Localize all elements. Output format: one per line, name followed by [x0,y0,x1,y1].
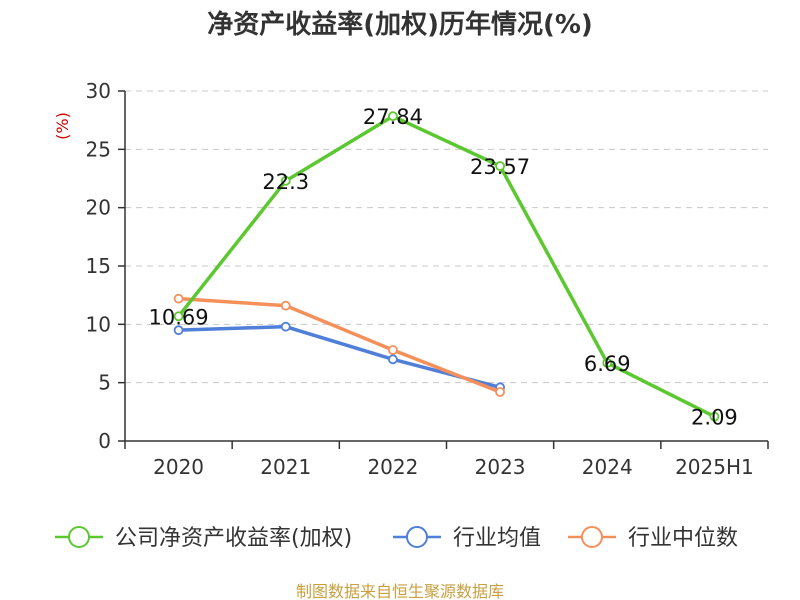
series-1 [173,321,505,393]
data-point [280,321,291,332]
x-tick-label: 2025H1 [675,455,754,479]
data-point [388,354,398,365]
series-0 [173,111,720,422]
y-tick-label: 15 [86,254,111,278]
data-point [173,311,184,322]
y-tick-label: 25 [86,137,111,161]
series-line [178,324,501,390]
series-line [178,296,501,394]
data-label: 10.69 [149,305,209,329]
data-point [388,345,398,355]
x-tick-label: 2020 [153,455,204,479]
y-tick-label: 0 [98,429,111,453]
legend-item[interactable]: 行业均值 [393,526,541,551]
data-label: 23.57 [470,155,530,179]
series-line [177,114,716,419]
data-point [280,300,291,311]
data-point [388,111,398,122]
source-note: 制图数据来自恒生聚源数据库 [296,582,504,600]
y-tick-label: 30 [86,79,111,103]
legend: 公司净资产收益率(加权) 行业均值 行业中位数 [55,526,738,551]
data-point [495,387,505,397]
series-2 [173,293,505,397]
data-label: 27.84 [363,105,423,129]
legend-item[interactable]: 行业中位数 [568,526,738,551]
data-labels: 10.69 22.3 27.84 23.57 6.69 2.09 [149,105,738,429]
legend-swatch-marker [406,526,428,548]
legend-item[interactable]: 公司净资产收益率(加权) [55,526,352,551]
legend-label: 公司净资产收益率(加权) [115,526,352,551]
x-tick-label: 2021 [260,455,311,479]
axes: 0 5 10 15 20 25 30 2020 2021 2022 2023 2024 2025H1 [86,79,769,479]
grid-lines [125,90,768,384]
data-label: 6.69 [584,352,631,376]
data-label: 22.3 [262,170,309,194]
y-axis-unit: (%) [53,112,72,140]
legend-swatch-marker [68,526,90,548]
legend-label: 行业中位数 [628,526,738,551]
data-point [495,161,505,171]
y-tick-label: 10 [86,312,111,336]
y-tick-label: 5 [98,371,111,395]
y-tick-label: 20 [86,196,111,220]
x-tick-label: 2024 [582,455,633,479]
data-point [709,411,720,422]
data-point [602,358,613,368]
data-label: 2.09 [691,406,738,430]
legend-label: 行业均值 [453,526,541,551]
legend-swatch-marker [581,526,603,548]
data-point [280,175,291,186]
series-lines [173,111,720,422]
data-point [173,293,184,304]
x-tick-label: 2023 [475,455,526,479]
chart-title: 净资产收益率(加权)历年情况(%) [207,9,593,40]
x-tick-label: 2022 [367,455,418,479]
data-point [173,325,184,336]
